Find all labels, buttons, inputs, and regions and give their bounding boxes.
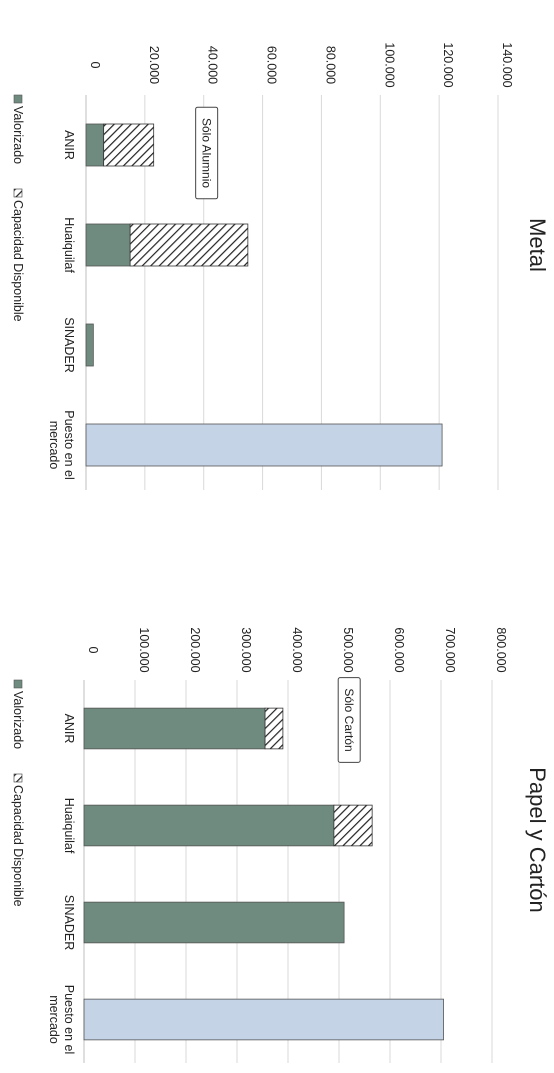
bar-valorizado (83, 707, 266, 750)
bar-valorizado (83, 804, 335, 847)
bar-capacidad-disponible (333, 804, 373, 847)
bar-valorizado (85, 423, 443, 467)
legend: Valorizado Capacidad Disponible (11, 679, 25, 907)
bar-valorizado (85, 323, 94, 367)
annotation-text: Sólo Alumnio (200, 118, 214, 188)
bar-valorizado (85, 223, 131, 267)
bar-valorizado (85, 123, 105, 167)
category-label: mercado (47, 995, 61, 1044)
category-label: SINADER (62, 895, 76, 951)
annotation-box (337, 677, 361, 763)
annotation-text: Sólo Cartón (342, 688, 356, 751)
tick-label: 60.000 (265, 46, 279, 84)
chart-1: 0 100.000 200.000 300.000 400.000 500.000 600.… (11, 627, 550, 1063)
tick-label: 100.000 (137, 627, 151, 672)
tick-label: 800.000 (494, 627, 508, 672)
chart-0: 0 20.000 40.000 60.000 80.000 100.000 120.000 1… (11, 42, 550, 490)
tick-label: 200.000 (188, 627, 202, 672)
legend-swatch-valorizado (13, 679, 23, 689)
category-label: ANIR (62, 714, 76, 744)
category-label: Puesto en el (62, 410, 76, 480)
tick-label: 500.000 (341, 627, 355, 672)
category-label: ANIR (62, 130, 76, 160)
category-label: Huaiquilaf (62, 217, 76, 273)
bar-capacidad-disponible (264, 707, 284, 750)
tick-label: 0 (88, 62, 102, 69)
legend: Valorizado Capacidad Disponible (11, 94, 25, 322)
category-label: SINADER (62, 317, 76, 373)
tick-label: 140.000 (500, 42, 514, 87)
bar-valorizado (83, 998, 444, 1041)
legend-swatch-capacidad-disponible (13, 188, 23, 198)
legend-swatch-valorizado (13, 94, 23, 104)
category-label: mercado (47, 421, 61, 470)
tick-label: 40.000 (206, 46, 220, 84)
chart-title: Metal (525, 218, 550, 272)
tick-label: 120.000 (441, 42, 455, 87)
bar-valorizado (83, 901, 345, 944)
tick-label: 600.000 (392, 627, 406, 672)
legend-label: Valorizado (11, 691, 25, 749)
bar-capacidad-disponible (103, 123, 155, 167)
tick-label: 100.000 (382, 42, 396, 87)
legend-label: Capacidad Disponible (11, 785, 25, 907)
tick-label: 300.000 (239, 627, 253, 672)
tick-label: 80.000 (323, 46, 337, 84)
tick-label: 0 (86, 647, 100, 654)
chart-title: Papel y Cartón (525, 767, 550, 913)
annotation-box (195, 106, 219, 200)
tick-label: 700.000 (443, 627, 457, 672)
legend-swatch-capacidad-disponible (13, 773, 23, 783)
legend-label: Capacidad Disponible (11, 200, 25, 322)
tick-label: 20.000 (147, 46, 161, 84)
legend-label: Valorizado (11, 106, 25, 164)
bar-capacidad-disponible (129, 223, 249, 267)
tick-label: 400.000 (290, 627, 304, 672)
category-label: Puesto en el (62, 985, 76, 1055)
category-label: Huaiquilaf (62, 798, 76, 854)
